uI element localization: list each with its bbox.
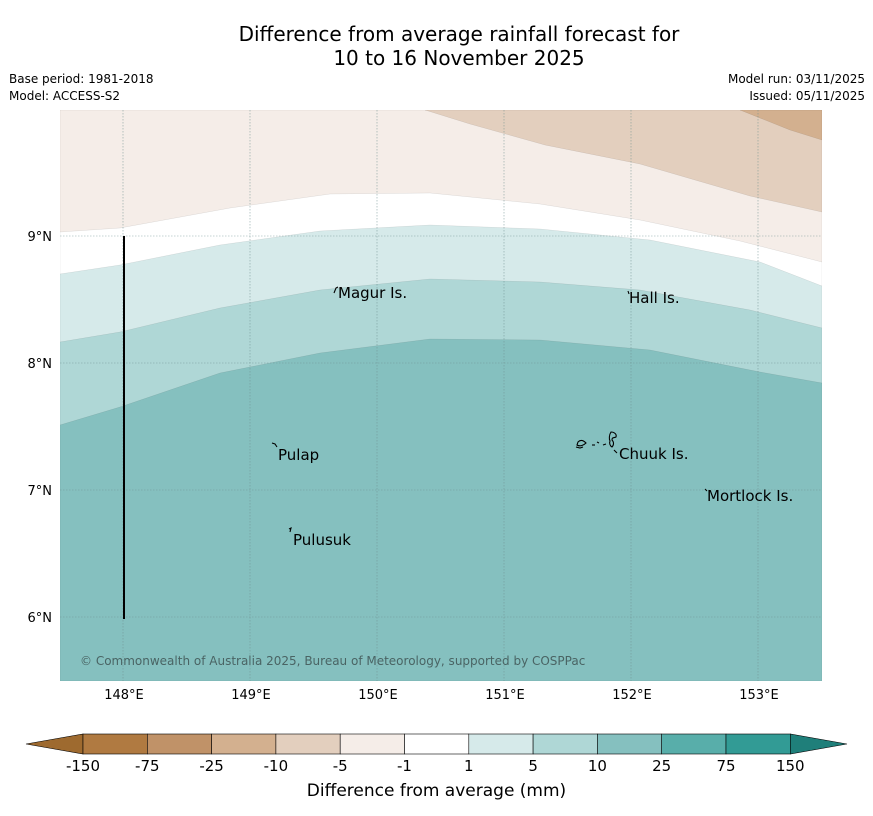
legend-tick-label: -75 [135,757,160,775]
legend-swatch [275,733,341,755]
legend-swatch [82,733,148,755]
issued-date: Issued: 05/11/2025 [749,89,865,103]
title-line-1: Difference from average rainfall forecas… [238,22,680,46]
legend-swatch [468,733,534,755]
lon-label-151e: 151°E [485,688,525,703]
meta-left: Base period: 1981-2018 Model: ACCESS-S2 [9,71,154,105]
legend-tick-label: -10 [264,757,289,775]
base-period: Base period: 1981-2018 [9,72,154,86]
legend-tick-label: 5 [528,757,538,775]
field-band-dry-strong [739,110,822,141]
legend-tick-label: 1 [464,757,474,775]
legend-tick-label: 10 [588,757,607,775]
island-pulap [271,442,278,448]
lon-label-152e: 152°E [612,688,652,703]
legend-tick-label: 150 [776,757,805,775]
lon-label-149e: 149°E [231,688,271,703]
lon-label-148e: 148°E [104,688,144,703]
legend-arrow-low [25,733,84,755]
legend-title: Difference from average (mm) [306,781,567,801]
island-mortlock [704,488,708,492]
model-run: Model run: 03/11/2025 [727,72,865,86]
label-pulusuk: Pulusuk [293,531,351,549]
legend-arrow-high [789,733,848,755]
lat-label-8n: 8°N [28,357,53,372]
legend-swatch [147,733,212,755]
legend-swatch [339,733,405,755]
legend-tick-label: -1 [397,757,412,775]
legend-swatch [532,733,598,755]
rainfall-field: Magur Is. Hall Is. Pulap Chuuk Is. Mortl… [60,110,822,681]
island-magur [333,286,339,294]
meta-right: Model run: 03/11/2025 Issued: 05/11/2025 [728,71,865,105]
label-magur: Magur Is. [338,284,407,302]
legend-swatch [725,733,791,755]
lat-label-6n: 6°N [28,611,53,626]
lon-label-150e: 150°E [358,688,398,703]
title-line-2: 10 to 16 November 2025 [333,46,585,70]
label-mortlock: Mortlock Is. [707,487,793,505]
island-chuuk [575,431,618,454]
lon-label-153e: 153°E [739,688,779,703]
copyright-notice: © Commonwealth of Australia 2025, Bureau… [80,654,585,668]
legend-swatch [661,733,727,755]
lat-label-9n: 9°N [28,230,53,245]
island-hall [627,290,630,295]
model-name: Model: ACCESS-S2 [9,89,121,103]
color-legend: -150 -75 -25 -10 -5 -1 1 5 10 25 75 150 [25,733,848,775]
legend-swatch [211,733,277,755]
map-title: Difference from average rainfall forecas… [0,22,873,70]
legend-tick-label: -25 [199,757,224,775]
legend-tick-label: 75 [716,757,735,775]
legend-tick-label: 25 [652,757,671,775]
legend-swatch [404,733,470,755]
legend-tick-label: -5 [333,757,348,775]
field-band-dry-moderate [424,110,822,213]
legend-tick-label: -150 [66,757,100,775]
island-pulusuk [288,526,292,533]
label-pulap: Pulap [278,446,319,464]
legend-swatch [597,733,663,755]
islands [271,286,708,533]
label-chuuk: Chuuk Is. [619,445,688,463]
lat-label-7n: 7°N [28,484,53,499]
label-hall: Hall Is. [629,289,680,307]
